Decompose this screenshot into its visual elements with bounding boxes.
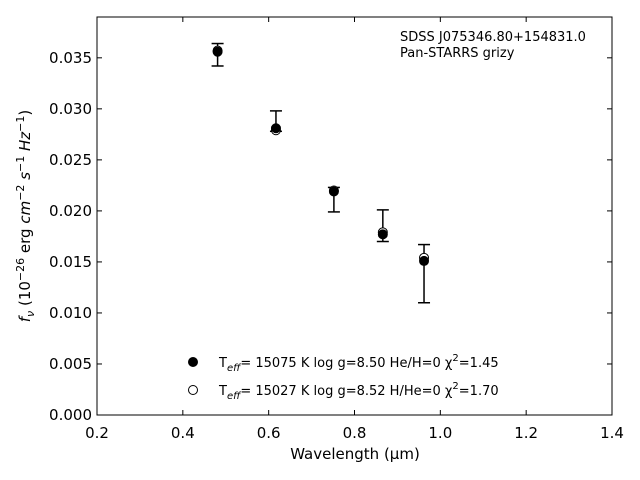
y-tick-label: 0.035 bbox=[49, 49, 92, 67]
data-points bbox=[212, 45, 430, 266]
y-tick-label: 0.025 bbox=[49, 151, 92, 169]
plot-frame bbox=[96, 16, 613, 416]
legend-label-2: Teff= 15027 K log g=8.52 H/He=0 χ2=1.70 bbox=[218, 381, 499, 402]
x-axis-title: Wavelength (μm) bbox=[290, 445, 420, 463]
x-tick-label: 1.2 bbox=[514, 424, 538, 442]
annotations: SDSS J075346.80+154831.0 Pan-STARRS griz… bbox=[400, 30, 586, 61]
y-axis-title: fν (10−26 erg cm−2 s−1 Hz−1) bbox=[14, 110, 37, 322]
svg-text:fν (10−26 erg cm−2 s−1 Hz−1): fν (10−26 erg cm−2 s−1 Hz−1) bbox=[14, 110, 37, 322]
x-tick-label: 0.8 bbox=[343, 424, 367, 442]
legend-marker-filled bbox=[188, 357, 198, 367]
filled-circle-point bbox=[377, 229, 388, 240]
x-tick-label: 1.4 bbox=[600, 424, 624, 442]
x-tick-label: 1.0 bbox=[428, 424, 452, 442]
filled-circle-point bbox=[419, 255, 430, 266]
y-tick-label: 0.000 bbox=[49, 406, 92, 424]
x-tick-label: 0.2 bbox=[85, 424, 109, 442]
y-tick-label: 0.010 bbox=[49, 304, 92, 322]
error-bars bbox=[211, 42, 431, 304]
x-tick-label: 0.6 bbox=[257, 424, 281, 442]
x-tick-label: 0.4 bbox=[171, 424, 195, 442]
legend: Teff= 15075 K log g=8.50 He/H=0 χ2=1.45 … bbox=[188, 353, 499, 402]
object-name-annotation: SDSS J075346.80+154831.0 bbox=[400, 30, 586, 45]
y-tick-label: 0.015 bbox=[49, 253, 92, 271]
legend-marker-open bbox=[188, 385, 198, 395]
filled-circle-point bbox=[270, 123, 281, 134]
y-tick-label: 0.020 bbox=[49, 202, 92, 220]
legend-label-1: Teff= 15075 K log g=8.50 He/H=0 χ2=1.45 bbox=[218, 353, 499, 374]
filled-circle-point bbox=[328, 186, 339, 197]
y-tick-label: 0.030 bbox=[49, 100, 92, 118]
axis-ticks: 0.2 0.4 0.6 0.8 1.0 1.2 1.4 0.000 0.005 0.010 0.01… bbox=[49, 17, 624, 442]
y-tick-label: 0.005 bbox=[49, 355, 92, 373]
survey-annotation: Pan-STARRS grizy bbox=[400, 46, 515, 61]
filled-circle-point bbox=[212, 46, 223, 57]
